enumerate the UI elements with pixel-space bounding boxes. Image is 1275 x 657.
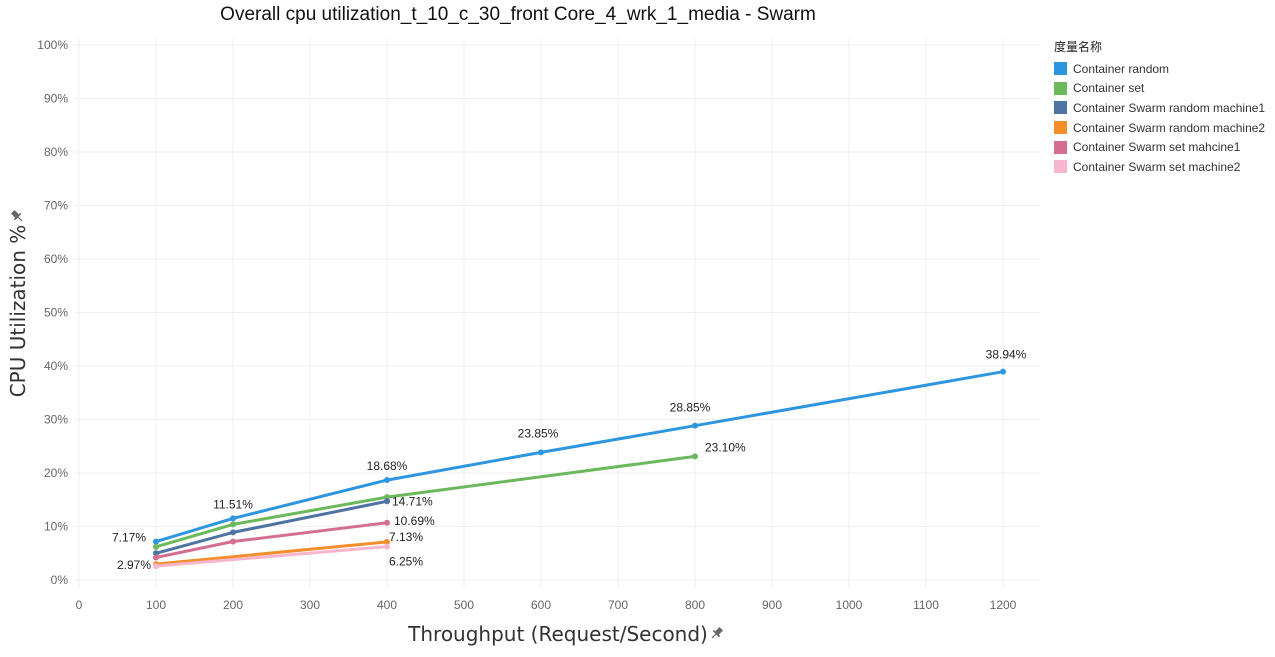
data-point[interactable] [153, 563, 159, 570]
data-label: 7.17% [112, 531, 146, 545]
x-tick-label: 0 [76, 598, 83, 612]
legend-swatch [1054, 140, 1067, 154]
legend-item[interactable]: Container random [1054, 59, 1265, 79]
data-point[interactable] [692, 453, 698, 460]
line-layer [154, 370, 1005, 568]
x-tick-label: 500 [454, 598, 474, 612]
data-point[interactable] [153, 550, 159, 557]
x-tick-label: 400 [377, 598, 397, 612]
data-point[interactable] [153, 554, 159, 561]
legend-item[interactable]: Container Swarm random machine1 [1054, 98, 1265, 118]
data-label: 38.94% [986, 348, 1027, 362]
y-tick-label: 30% [44, 413, 68, 427]
y-tick-label: 80% [44, 145, 68, 159]
data-label: 6.25% [389, 555, 423, 569]
y-tick-label: 0% [51, 573, 69, 587]
y-tick-label: 60% [44, 252, 68, 266]
data-point[interactable] [1000, 368, 1006, 375]
x-axis-pin-icon[interactable] [709, 626, 725, 642]
data-point[interactable] [384, 477, 390, 484]
chart-title: Overall cpu utilization_t_10_c_30_front … [220, 4, 816, 25]
y-tick-label: 10% [44, 520, 68, 534]
data-point[interactable] [230, 521, 236, 528]
data-label: 7.13% [389, 530, 423, 544]
data-point[interactable] [230, 538, 236, 545]
data-label: 28.85% [670, 401, 711, 415]
x-axis-title: Throughput (Request/Second) [407, 622, 708, 646]
legend-swatch [1054, 62, 1067, 76]
series-line[interactable] [154, 540, 389, 566]
y-tick-label: 90% [44, 92, 68, 106]
data-label: 10.69% [394, 514, 435, 528]
data-point[interactable] [384, 498, 390, 505]
data-point[interactable] [384, 543, 390, 550]
x-tick-label: 1000 [836, 598, 863, 612]
y-tick-label: 20% [44, 466, 68, 480]
x-tick-label: 800 [685, 598, 705, 612]
y-axis-pin-icon[interactable] [10, 209, 26, 225]
y-tick-label: 50% [44, 306, 68, 320]
legend-label: Container Swarm set mahcine1 [1073, 140, 1241, 155]
legend-item[interactable]: Container set [1054, 79, 1265, 99]
data-label: 11.51% [213, 497, 253, 511]
series-line[interactable] [154, 545, 389, 568]
x-tick-label: 600 [531, 598, 551, 612]
x-tick-label: 1200 [990, 598, 1017, 612]
data-label: 23.85% [518, 426, 559, 440]
data-point[interactable] [153, 543, 159, 550]
x-tick-label: 300 [300, 598, 320, 612]
series-line[interactable] [154, 370, 1005, 544]
y-axis-title: CPU Utilization % [6, 225, 30, 398]
legend-swatch [1054, 121, 1067, 135]
legend-label: Container set [1073, 81, 1145, 96]
legend-swatch [1054, 101, 1067, 115]
data-point[interactable] [384, 519, 390, 526]
data-point[interactable] [538, 449, 544, 456]
legend-label: Container random [1073, 61, 1170, 76]
x-tick-label: 200 [223, 598, 243, 612]
legend-title: 度量名称 [1054, 40, 1103, 54]
y-tick-label: 40% [44, 359, 68, 373]
legend-items: Container random Container set Container S… [1054, 59, 1265, 177]
data-point[interactable] [230, 529, 236, 536]
legend-item[interactable]: Container Swarm set mahcine1 [1054, 137, 1265, 157]
x-tick-label: 100 [146, 598, 166, 612]
data-label: 14.71% [392, 494, 433, 508]
legend-label: Container Swarm set machine2 [1073, 159, 1241, 174]
tick-layer: 0% 10% 20% 30% 40% 50% 60% 70% 80% 90% 100% 0 100 200… [37, 38, 1016, 612]
data-label: 18.68% [367, 459, 408, 473]
x-tick-label: 700 [608, 598, 628, 612]
y-tick-label: 100% [37, 38, 68, 52]
legend-item[interactable]: Container Swarm random machine2 [1054, 118, 1265, 138]
series-line[interactable] [154, 454, 697, 549]
legend-swatch [1054, 81, 1067, 95]
data-point[interactable] [692, 422, 698, 429]
legend-swatch [1054, 160, 1067, 174]
data-point[interactable] [384, 494, 390, 501]
data-label: 2.97% [117, 558, 151, 572]
legend-item[interactable]: Container Swarm set machine2 [1054, 157, 1265, 177]
x-tick-label: 1100 [913, 598, 939, 612]
legend-label: Container Swarm random machine2 [1073, 120, 1266, 135]
data-point[interactable] [230, 515, 236, 522]
point-layer [153, 368, 1006, 570]
data-label-layer: 7.17% 11.51% 18.68% 23.85% 28.85% 38.94% 23.10… [112, 348, 1027, 572]
data-point[interactable] [153, 538, 159, 545]
legend: 度量名称 Container random Container set Contai… [1054, 38, 1265, 177]
x-tick-label: 900 [762, 598, 782, 612]
y-tick-label: 70% [44, 199, 68, 213]
data-label: 23.10% [705, 440, 746, 454]
line-chart: 0% 10% 20% 30% 40% 50% 60% 70% 80% 90% 100% 0 100 200… [6, 38, 1040, 646]
data-point[interactable] [384, 538, 390, 545]
legend-label: Container Swarm random machine1 [1073, 100, 1266, 115]
